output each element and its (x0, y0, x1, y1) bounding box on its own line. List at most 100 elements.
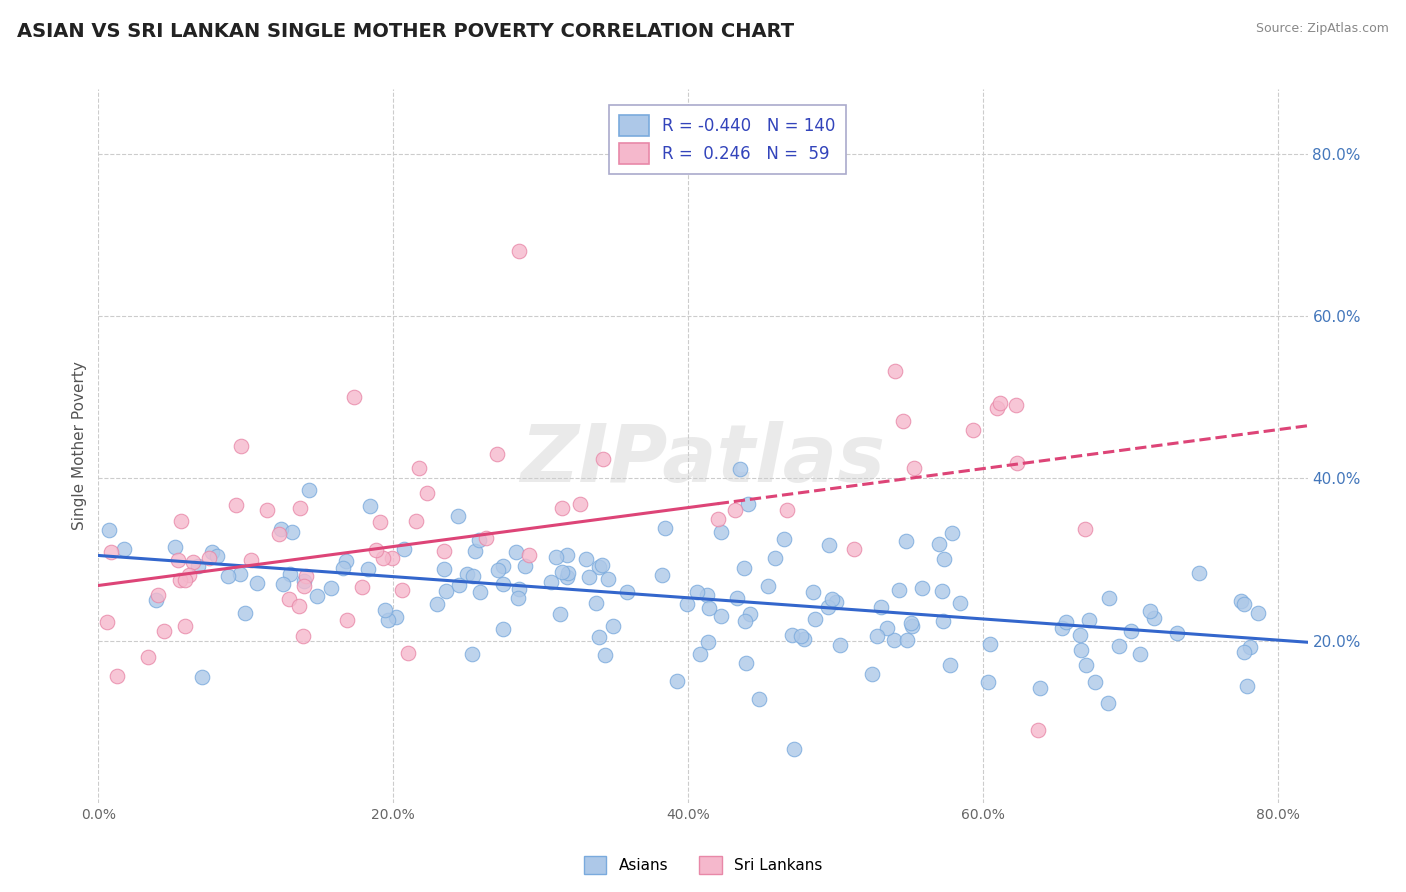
Point (740, 607, 762, 621)
Point (1233, 597, 1256, 611)
Point (373, 550, 395, 565)
Point (869, 600, 891, 615)
Point (228, 567, 250, 582)
Point (776, 503, 799, 517)
Point (169, 574, 191, 588)
Point (932, 615, 955, 629)
Point (825, 595, 848, 609)
Point (491, 559, 513, 574)
Point (405, 514, 427, 528)
Point (179, 567, 201, 582)
Point (319, 581, 342, 595)
Point (408, 460, 430, 475)
Point (707, 512, 730, 526)
Point (370, 515, 392, 529)
Point (153, 624, 176, 638)
Point (391, 583, 413, 598)
Point (173, 619, 195, 633)
Point (725, 591, 748, 605)
Legend: R = -0.440   N = 140, R =  0.246   N =  59: R = -0.440 N = 140, R = 0.246 N = 59 (609, 104, 845, 174)
Point (235, 606, 257, 620)
Point (456, 567, 478, 582)
Point (883, 364, 905, 378)
Point (818, 539, 841, 553)
Point (295, 569, 318, 583)
Point (555, 569, 578, 583)
Point (733, 561, 755, 575)
Point (1139, 604, 1161, 618)
Point (710, 525, 733, 540)
Point (1084, 674, 1107, 689)
Point (269, 526, 291, 541)
Point (447, 578, 470, 592)
Point (585, 596, 607, 610)
Point (292, 578, 315, 592)
Point (205, 549, 228, 563)
Point (335, 554, 357, 568)
Point (737, 497, 759, 511)
Point (114, 541, 136, 556)
Point (278, 592, 301, 607)
Point (666, 673, 689, 688)
Point (616, 585, 638, 599)
Point (163, 540, 186, 554)
Point (374, 603, 396, 617)
Point (1236, 680, 1258, 694)
Point (464, 544, 486, 558)
Point (305, 589, 328, 603)
Point (364, 542, 387, 557)
Point (336, 613, 359, 627)
Text: Source: ZipAtlas.com: Source: ZipAtlas.com (1256, 22, 1389, 36)
Point (461, 647, 484, 661)
Point (1119, 624, 1142, 638)
Point (588, 630, 610, 644)
Point (105, 669, 128, 683)
Point (901, 619, 924, 633)
Point (734, 614, 756, 628)
Point (941, 526, 963, 541)
Point (773, 533, 796, 547)
Point (1166, 625, 1188, 640)
Point (169, 514, 191, 528)
Point (377, 613, 399, 627)
Point (893, 414, 915, 428)
Point (270, 522, 292, 536)
Point (396, 646, 419, 660)
Point (962, 423, 984, 437)
Point (1005, 456, 1028, 470)
Point (1074, 522, 1097, 536)
Point (817, 599, 839, 614)
Point (467, 533, 489, 547)
Point (416, 485, 439, 500)
Point (288, 599, 311, 613)
Point (783, 742, 806, 756)
Point (292, 574, 315, 589)
Point (352, 581, 374, 595)
Point (723, 503, 745, 517)
Point (988, 396, 1011, 410)
Point (578, 570, 600, 584)
Point (699, 600, 721, 615)
Point (181, 555, 204, 569)
Point (685, 585, 707, 599)
Point (492, 622, 515, 636)
Point (765, 550, 787, 565)
Point (1078, 614, 1101, 628)
Point (844, 542, 866, 557)
Point (801, 584, 824, 599)
Point (748, 691, 770, 706)
Point (392, 542, 415, 557)
Legend: Asians, Sri Lankans: Asians, Sri Lankans (578, 850, 828, 880)
Point (934, 552, 956, 566)
Point (793, 632, 815, 646)
Point (217, 568, 239, 582)
Point (508, 244, 530, 259)
Point (381, 550, 404, 565)
Point (1069, 628, 1091, 642)
Point (866, 629, 889, 643)
Point (146, 588, 169, 602)
Point (710, 608, 733, 623)
Point (332, 561, 354, 575)
Point (191, 670, 214, 684)
Point (246, 576, 269, 591)
